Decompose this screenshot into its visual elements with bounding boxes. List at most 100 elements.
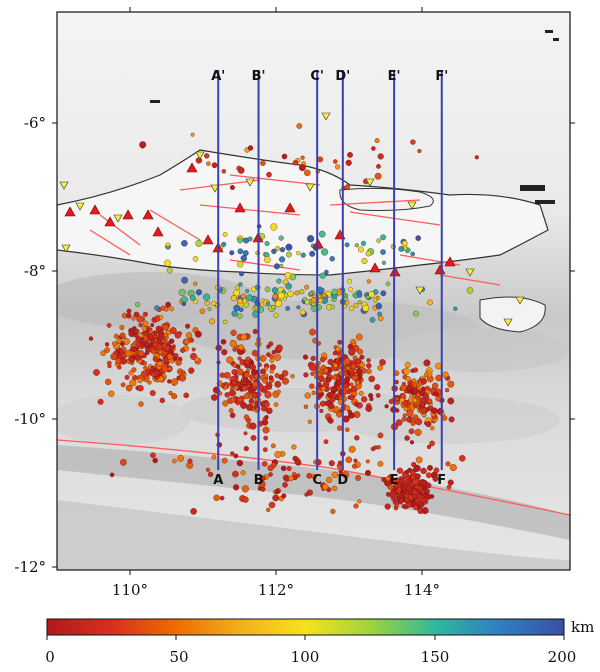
earthquake-marker [412,504,419,510]
station-icon [415,286,425,295]
earthquake-marker [295,459,302,466]
earthquake-marker [251,349,259,357]
small-islands [150,30,559,204]
earthquake-marker [279,256,286,263]
earthquake-marker [205,467,210,472]
earthquake-marker [282,482,288,488]
earthquake-marker [353,411,361,419]
earthquake-marker [191,347,196,352]
faults [57,174,570,516]
earthquake-marker [181,301,187,307]
earthquake-marker [406,416,413,423]
earthquake-marker [116,338,122,344]
earthquake-marker [232,347,237,352]
earthquake-marker [296,473,301,478]
station-icon [245,178,255,187]
earthquake-marker [356,292,363,298]
earthquake-marker [129,379,137,387]
earthquake-marker [307,235,315,243]
earthquake-marker [401,381,406,386]
earthquake-marker [409,440,415,445]
earthquake-marker [375,302,382,310]
earthquake-marker [190,132,195,137]
earthquake-marker [319,400,326,407]
earthquake-marker [264,241,270,247]
earthquake-marker [359,354,365,360]
earthquake-marker [237,248,244,255]
map-frame [56,11,571,571]
earthquake-marker [269,354,274,359]
earthquake-marker [186,332,193,339]
earthquake-marker [266,352,271,357]
earthquake-marker [195,157,203,164]
earthquake-marker [271,248,277,255]
earthquake-marker [347,152,353,158]
earthquake-marker [425,493,432,500]
earthquake-marker [158,315,164,320]
earthquake-marker [119,332,126,339]
earthquake-marker [343,293,348,298]
earthquake-marker [137,385,144,392]
earthquake-marker [329,396,336,403]
earthquake-marker [162,356,169,364]
earthquake-marker [327,358,334,366]
earthquake-marker [396,467,404,474]
earthquake-marker [412,398,418,403]
earthquake-marker [307,419,312,424]
earthquake-marker [410,368,415,373]
earthquake-marker [357,499,362,504]
earthquake-marker [107,360,112,366]
earthquake-marker [351,390,358,397]
earthquake-marker [271,349,277,355]
earthquake-marker [100,350,107,356]
earthquake-marker [207,307,212,311]
earthquake-marker [410,474,416,480]
earthquake-marker [411,493,417,499]
earthquake-marker [379,359,386,366]
profile-start-label: E [390,473,399,488]
earthquake-marker [274,380,282,388]
colorbar-unit: km [571,618,594,636]
earthquake-marker [223,319,228,325]
earthquake-marker [304,284,310,290]
earthquake-marker [93,369,100,376]
earthquake-marker [134,328,140,334]
earthquake-marker [192,256,199,262]
earthquake-marker [165,301,171,308]
bali-island [479,296,546,333]
earthquake-marker [353,458,358,463]
earthquake-marker [302,354,309,360]
earthquake-marker [348,394,355,401]
earthquake-marker [275,246,281,252]
earthquake-marker [220,339,227,345]
earthquake-marker [282,377,289,385]
earthquake-marker [136,315,144,323]
earthquake-marker [348,286,354,292]
earthquake-marker [280,465,287,472]
earthquake-marker [120,341,125,347]
earthquake-marker [417,148,422,154]
earthquake-marker [265,301,271,306]
earthquake-marker [426,444,432,450]
earthquake-marker [159,397,165,404]
earthquake-marker [326,377,332,383]
earthquake-marker [296,123,303,129]
earthquake-marker [355,380,360,385]
earthquake-marker [331,485,338,492]
earthquake-marker [432,476,439,482]
earthquake-marker [233,484,240,491]
earthquake-marker [284,272,292,279]
earthquake-marker [349,371,355,377]
colorbar-tick-label: 50 [169,648,188,666]
profile-start-label: F [437,473,446,488]
earthquake-marker [137,350,145,357]
earthquake-marker [264,366,269,371]
earthquake-marker [125,350,132,357]
earthquake-marker [125,384,133,392]
earthquake-marker [130,346,137,353]
earthquake-marker [421,407,428,414]
earthquake-marker [260,368,266,375]
earthquake-marker [164,259,171,267]
earthquake-marker [243,393,250,400]
earthquake-marker [209,318,215,325]
